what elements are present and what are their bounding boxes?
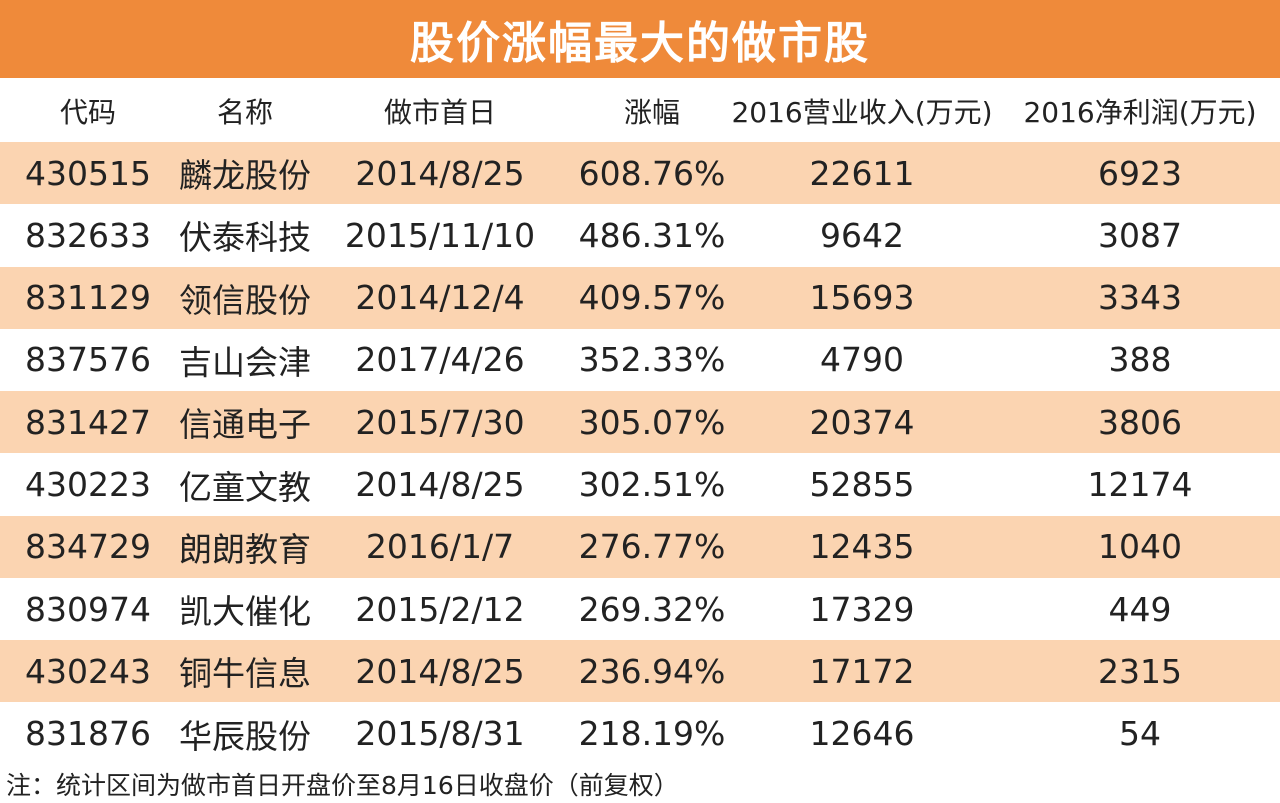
table-cell: 22611 xyxy=(809,153,915,193)
table-cell: 凯大催化 xyxy=(179,592,311,632)
table-cell: 铜牛信息 xyxy=(179,654,311,694)
table-cell: 305.07% xyxy=(578,402,726,442)
table-cell: 54 xyxy=(1119,714,1161,754)
table-row: 837576 吉山会津 2017/4/26 352.33% 4790 388 xyxy=(0,329,1280,391)
table-cell: 2017/4/26 xyxy=(355,340,525,380)
table-cell: 430515 xyxy=(25,153,151,193)
column-header: 2016营业收入(万元) xyxy=(731,96,993,129)
table-row: 831129 领信股份 2014/12/4 409.57% 15693 3343 xyxy=(0,266,1280,329)
table-cell: 608.76% xyxy=(578,153,726,193)
table-cell: 17329 xyxy=(809,589,915,629)
table-cell: 吉山会津 xyxy=(179,342,311,382)
table-cell: 2016/1/7 xyxy=(365,527,515,567)
table-cell: 388 xyxy=(1108,340,1172,380)
footnote: 注：统计区间为做市首日开盘价至8月16日收盘价（前复权） xyxy=(6,771,679,800)
column-header: 名称 xyxy=(216,96,273,129)
table-row: 831876 华辰股份 2015/8/31 218.19% 12646 54 xyxy=(0,703,1280,765)
table-cell: 2014/12/4 xyxy=(355,278,525,318)
table-cell: 236.94% xyxy=(578,651,726,691)
table-cell: 20374 xyxy=(809,402,915,442)
table-cell: 834729 xyxy=(25,527,151,567)
table-cell: 302.51% xyxy=(578,465,726,504)
table-cell: 1040 xyxy=(1098,527,1182,567)
column-header: 做市首日 xyxy=(383,96,496,129)
table-cell: 3806 xyxy=(1098,402,1182,442)
table-cell: 831427 xyxy=(25,402,151,442)
table-cell: 2014/8/25 xyxy=(355,153,525,193)
table-cell: 15693 xyxy=(809,278,915,318)
table-row: 834729 朗朗教育 2016/1/7 276.77% 12435 1040 xyxy=(0,515,1280,578)
table-cell: 269.32% xyxy=(578,589,726,629)
table-cell: 449 xyxy=(1108,589,1172,629)
table-cell: 2014/8/25 xyxy=(355,465,525,504)
table-cell: 218.19% xyxy=(578,714,726,754)
header-row: 代码 名称 做市首日 涨幅 2016营业收入(万元) 2016净利润(万元) xyxy=(0,80,1280,142)
table-cell: 352.33% xyxy=(578,340,726,380)
table-cell: 12174 xyxy=(1087,465,1193,504)
table-cell: 3343 xyxy=(1098,278,1182,318)
table-cell: 430243 xyxy=(25,651,151,691)
table-cell: 2015/7/30 xyxy=(355,402,525,442)
table-cell: 2015/11/10 xyxy=(344,215,536,255)
table-row: 430243 铜牛信息 2014/8/25 236.94% 17172 2315 xyxy=(0,640,1280,703)
table-cell: 832633 xyxy=(25,215,151,255)
table-cell: 4790 xyxy=(820,340,904,380)
title: 股价涨幅最大的做市股 xyxy=(0,0,1280,78)
column-header: 2016净利润(万元) xyxy=(1023,96,1257,129)
table-row: 830974 凯大催化 2015/2/12 269.32% 17329 449 xyxy=(0,578,1280,640)
column-header: 代码 xyxy=(59,96,116,129)
table-cell: 831129 xyxy=(25,278,151,318)
table-cell: 2015/2/12 xyxy=(355,589,525,629)
table-cell: 朗朗教育 xyxy=(179,529,311,569)
table-cell: 3087 xyxy=(1098,215,1182,255)
column-header: 涨幅 xyxy=(623,96,680,129)
table-cell: 2315 xyxy=(1098,651,1182,691)
table-cell: 430223 xyxy=(25,465,151,504)
table-cell: 9642 xyxy=(820,215,904,255)
table-cell: 华辰股份 xyxy=(179,716,311,756)
table-cell: 领信股份 xyxy=(179,280,311,320)
table-row: 832633 伏泰科技 2015/11/10 486.31% 9642 3087 xyxy=(0,204,1280,266)
table-cell: 276.77% xyxy=(578,527,726,567)
table-cell: 17172 xyxy=(809,651,915,691)
table-row: 831427 信通电子 2015/7/30 305.07% 20374 3806 xyxy=(0,391,1280,454)
table-cell: 亿童文教 xyxy=(179,467,311,507)
table-cell: 6923 xyxy=(1098,153,1182,193)
table-cell: 831876 xyxy=(25,714,151,754)
table-cell: 2015/8/31 xyxy=(355,714,525,754)
table-cell: 12646 xyxy=(809,714,915,754)
table-row: 430515 麟龙股份 2014/8/25 608.76% 22611 6923 xyxy=(0,142,1280,204)
table-cell: 409.57% xyxy=(578,278,726,318)
table-cell: 伏泰科技 xyxy=(179,218,311,258)
table-cell: 信通电子 xyxy=(179,405,311,445)
table-row: 430223 亿童文教 2014/8/25 302.51% 52855 12174 xyxy=(0,454,1280,516)
table-cell: 麟龙股份 xyxy=(179,156,311,195)
table-cell: 837576 xyxy=(25,340,151,380)
table-cell: 2014/8/25 xyxy=(355,651,525,691)
table-cell: 830974 xyxy=(25,589,151,629)
table-cell: 52855 xyxy=(809,465,915,504)
table-cell: 12435 xyxy=(809,527,915,567)
table-cell: 486.31% xyxy=(578,215,726,255)
